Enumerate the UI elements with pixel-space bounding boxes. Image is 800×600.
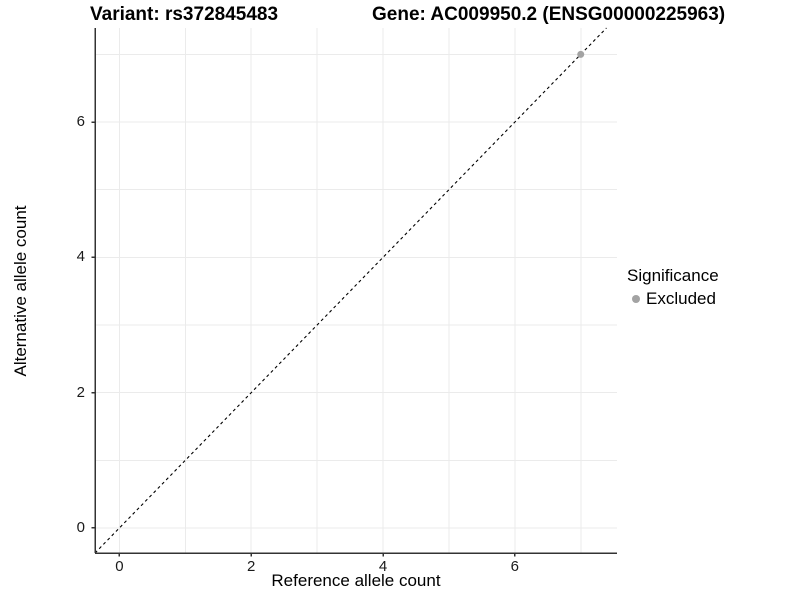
x-tick-label: 2: [247, 558, 256, 575]
y-axis-title: Alternative allele count: [11, 205, 30, 377]
legend-title: Significance: [627, 266, 719, 285]
y-tick-label: 6: [76, 113, 85, 131]
legend-entry-label: Excluded: [646, 289, 716, 308]
identity-line: [94, 27, 607, 554]
legend-entry-excluded: Excluded: [627, 288, 719, 309]
legend-point-icon: [632, 294, 640, 303]
x-tick-label: 4: [378, 558, 388, 575]
x-axis-title: Reference allele count: [271, 571, 441, 590]
y-tick-label: 4: [76, 248, 85, 266]
variant-title: Variant: rs372845483: [90, 4, 279, 25]
legend: Significance Excluded: [627, 265, 719, 309]
x-tick-label: 6: [510, 558, 519, 575]
y-tick-label: 0: [76, 518, 85, 536]
gene-title: Gene: AC009950.2 (ENSG00000225963): [372, 4, 726, 25]
x-tick-label: 0: [115, 558, 124, 575]
y-tick-label: 2: [76, 383, 85, 401]
data-point: [577, 50, 585, 58]
